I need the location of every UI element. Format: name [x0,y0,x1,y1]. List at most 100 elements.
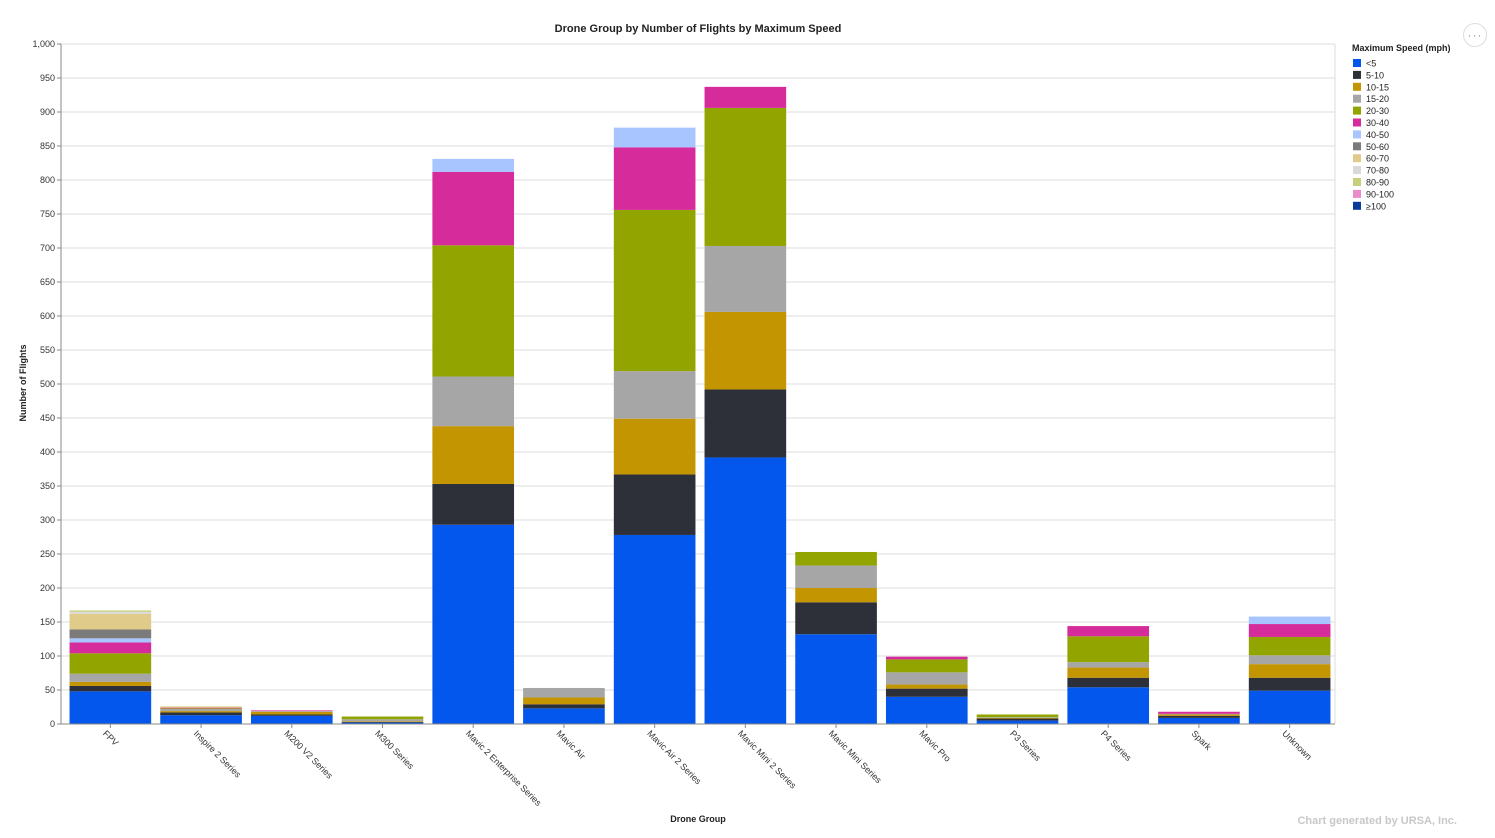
bar-segment[interactable] [976,720,1059,724]
bar-segment[interactable] [613,534,696,724]
bar-segment[interactable] [885,659,968,673]
bar-segment[interactable] [1158,711,1240,714]
legend-label[interactable]: 10-15 [1366,82,1389,92]
bar-segment[interactable] [341,716,424,720]
bar-segment[interactable] [523,687,605,698]
bar-segment[interactable] [432,245,515,377]
legend-label[interactable]: 15-20 [1366,94,1389,104]
bar-segment[interactable] [432,483,515,525]
legend-label[interactable]: 50-60 [1366,142,1389,152]
bar-segment[interactable] [69,685,152,692]
legend-label[interactable]: 20-30 [1366,106,1389,116]
legend-swatch[interactable] [1353,82,1361,91]
bar-segment[interactable] [432,158,515,172]
bar-segment[interactable] [160,712,242,716]
legend-swatch[interactable] [1353,201,1361,210]
legend-label[interactable]: 90-100 [1366,189,1394,199]
bar-segment[interactable] [1067,667,1150,678]
bar-segment[interactable] [885,696,968,724]
bar-segment[interactable] [1248,636,1331,656]
legend-swatch[interactable] [1353,59,1361,67]
legend-swatch[interactable] [1353,70,1361,79]
bar-segment[interactable] [885,672,968,685]
bar-segment[interactable] [1158,715,1240,718]
bar-segment[interactable] [160,711,242,713]
bar-segment[interactable] [795,602,877,635]
bar-segment[interactable] [69,610,152,612]
legend-swatch[interactable] [1353,166,1361,175]
legend-swatch[interactable] [1353,118,1361,127]
legend-swatch[interactable] [1353,189,1361,198]
legend-label[interactable]: 60-70 [1366,154,1389,164]
bar-segment[interactable] [613,209,696,372]
bar-segment[interactable] [250,711,333,715]
bar-segment[interactable] [432,376,515,427]
bar-segment[interactable] [69,691,152,724]
bar-segment[interactable] [341,721,424,722]
bar-segment[interactable] [250,714,333,716]
bar-segment[interactable] [250,715,333,724]
bar-segment[interactable] [432,524,515,724]
bar-segment[interactable] [160,708,242,710]
bar-segment[interactable] [69,638,152,643]
bar-segment[interactable] [1248,677,1331,691]
bar-segment[interactable] [523,704,605,709]
bar-segment[interactable] [341,721,424,723]
bar-segment[interactable] [795,565,877,588]
legend-label[interactable]: 70-80 [1366,166,1389,176]
legend-swatch[interactable] [1353,178,1361,186]
bar-segment[interactable] [613,418,696,475]
legend-label[interactable]: 80-90 [1366,178,1389,188]
legend-label[interactable]: ≥100 [1366,201,1386,211]
legend-label[interactable]: <5 [1366,59,1376,69]
bar-segment[interactable] [795,634,877,724]
bar-segment[interactable] [160,707,242,709]
bar-segment[interactable] [160,709,242,712]
bar-segment[interactable] [432,171,515,246]
bar-segment[interactable] [69,681,152,686]
bar-segment[interactable] [69,611,152,614]
bar-segment[interactable] [432,426,515,484]
bar-segment[interactable] [69,653,152,674]
bar-segment[interactable] [795,551,877,566]
bar-segment[interactable] [885,688,968,697]
bar-segment[interactable] [613,147,696,210]
bar-segment[interactable] [704,389,787,458]
legend-label[interactable]: 5-10 [1366,70,1384,80]
bar-segment[interactable] [69,642,152,654]
bar-segment[interactable] [1248,655,1331,665]
legend-swatch[interactable] [1353,154,1361,163]
bar-segment[interactable] [885,684,968,689]
bar-segment[interactable] [1158,717,1240,724]
bar-segment[interactable] [795,588,877,603]
bar-segment[interactable] [250,711,333,712]
bar-segment[interactable] [1158,714,1240,716]
bar-segment[interactable] [1248,624,1331,637]
legend-label[interactable]: 30-40 [1366,118,1389,128]
bar-segment[interactable] [704,311,787,390]
bar-segment[interactable] [341,722,424,724]
bar-segment[interactable] [523,697,605,705]
bar-segment[interactable] [1248,664,1331,678]
bar-segment[interactable] [704,245,787,312]
bar-segment[interactable] [250,710,333,712]
bar-segment[interactable] [160,715,242,724]
legend-label[interactable]: 40-50 [1366,130,1389,140]
legend-swatch[interactable] [1353,106,1361,115]
bar-segment[interactable] [1067,662,1150,668]
bar-segment[interactable] [69,629,152,639]
legend-swatch[interactable] [1353,142,1361,151]
bar-segment[interactable] [341,719,424,722]
bar-segment[interactable] [1158,713,1240,715]
bar-segment[interactable] [1067,687,1150,724]
bar-segment[interactable] [976,714,1059,718]
bar-segment[interactable] [523,708,605,724]
bar-segment[interactable] [1248,616,1331,625]
bar-segment[interactable] [1248,690,1331,724]
more-options-button[interactable]: ··· [1463,23,1487,47]
bar-segment[interactable] [704,86,787,108]
bar-segment[interactable] [885,656,968,660]
bar-segment[interactable] [976,718,1059,721]
bar-segment[interactable] [976,717,1059,719]
legend-swatch[interactable] [1353,130,1361,139]
